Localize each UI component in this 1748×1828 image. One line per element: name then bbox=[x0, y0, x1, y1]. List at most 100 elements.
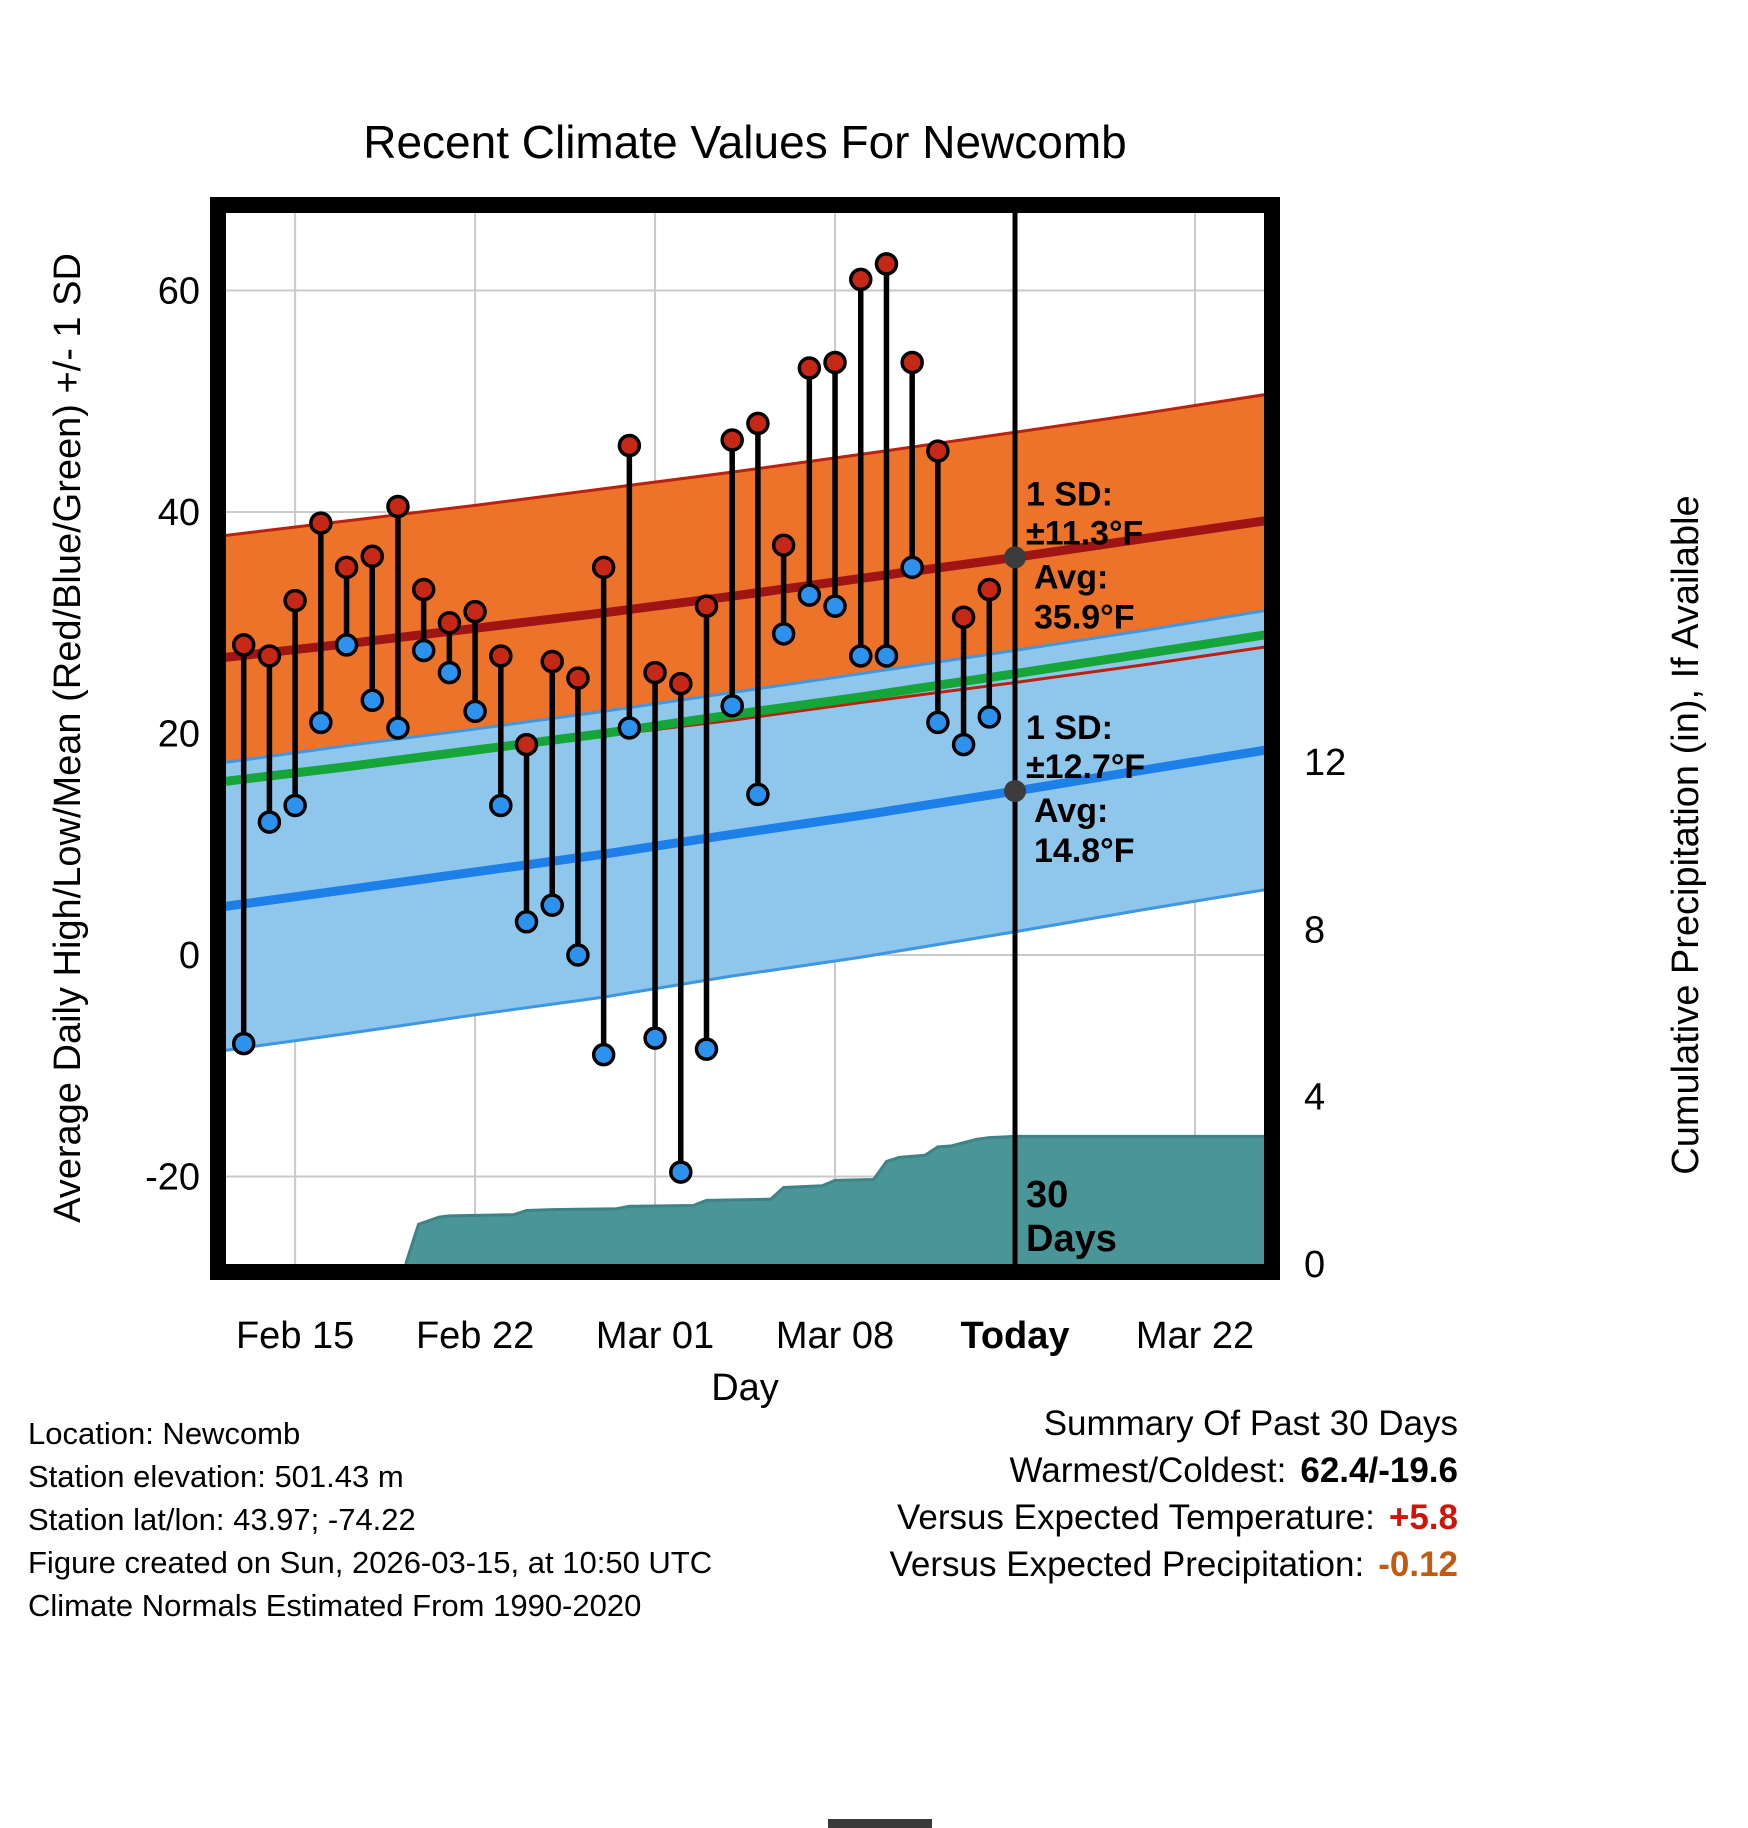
summary-row-value: -0.12 bbox=[1378, 1545, 1458, 1584]
footer-elevation: Station elevation: 501.43 m bbox=[28, 1459, 404, 1494]
daily-high-dot bbox=[900, 350, 924, 375]
daily-low-dot bbox=[797, 583, 822, 607]
summary-row-vs-temperature: Versus Expected Temperature: +5.8 bbox=[890, 1494, 1458, 1541]
low-sd-value: ±12.7°F bbox=[1026, 748, 1145, 786]
high-avg-marker bbox=[1004, 546, 1027, 569]
y-left-tick-label: 20 bbox=[158, 714, 200, 756]
daily-high-dot bbox=[283, 588, 307, 613]
daily-high-dot bbox=[591, 555, 616, 580]
summary-row-label: Versus Expected Precipitation: bbox=[889, 1545, 1365, 1584]
chart-title: Recent Climate Values For Newcomb bbox=[363, 116, 1127, 168]
daily-high-dot bbox=[463, 599, 487, 624]
daily-high-dot bbox=[231, 633, 256, 657]
summary-row-label: Warmest/Coldest: bbox=[1009, 1451, 1287, 1490]
daily-low-dot bbox=[540, 893, 564, 917]
low-avg-value: 14.8°F bbox=[1034, 832, 1135, 870]
footer-info: Location: Newcomb Station elevation: 501… bbox=[28, 1412, 712, 1627]
daily-low-dot bbox=[257, 810, 282, 834]
daily-high-dot bbox=[874, 252, 899, 276]
daily-low-dot bbox=[823, 594, 847, 618]
daily-high-dot bbox=[694, 594, 719, 618]
y-right-tick-label: 4 bbox=[1304, 1077, 1325, 1119]
summary-row-label: Versus Expected Temperature: bbox=[896, 1498, 1375, 1537]
summary-heading: Summary Of Past 30 Days bbox=[1043, 1404, 1458, 1443]
daily-high-dot bbox=[386, 494, 410, 519]
y-right-tick-label: 0 bbox=[1304, 1244, 1325, 1286]
summary-row-warmest-coldest: Warmest/Coldest: 62.4/-19.6 bbox=[890, 1447, 1458, 1494]
period-label-line2: Days bbox=[1026, 1218, 1117, 1260]
daily-high-dot bbox=[951, 605, 976, 629]
high-sd-label: 1 SD: bbox=[1026, 475, 1113, 513]
daily-low-dot bbox=[437, 660, 462, 685]
daily-high-dot bbox=[746, 411, 770, 436]
daily-high-dot bbox=[489, 644, 513, 668]
x-tick-label: Mar 08 bbox=[776, 1315, 894, 1357]
daily-high-dot bbox=[643, 660, 667, 685]
daily-high-dot bbox=[926, 439, 950, 463]
footer-location: Location: Newcomb bbox=[28, 1416, 301, 1451]
daily-low-dot bbox=[694, 1037, 719, 1061]
low-mean-line bbox=[217, 744, 1273, 912]
daily-high-dot bbox=[977, 577, 1002, 602]
daily-high-dot bbox=[771, 533, 796, 557]
daily-high-dot bbox=[334, 555, 359, 580]
daily-low-dot bbox=[463, 699, 487, 724]
daily-low-dot bbox=[566, 943, 590, 967]
x-axis-label: Day bbox=[711, 1367, 779, 1409]
plot-frame bbox=[210, 197, 1280, 1280]
daily-low-dot bbox=[514, 910, 539, 934]
x-tick-label: Mar 22 bbox=[1136, 1315, 1254, 1357]
bottom-artifact bbox=[828, 1819, 932, 1828]
period-label-line1: 30 bbox=[1026, 1174, 1068, 1216]
daily-high-dot bbox=[257, 644, 282, 668]
y-right-tick-label: 8 bbox=[1304, 909, 1325, 951]
footer-normals: Climate Normals Estimated From 1990-2020 bbox=[28, 1588, 642, 1623]
high-sd-value: ±11.3°F bbox=[1026, 514, 1143, 552]
high-climatology-band bbox=[218, 393, 1273, 781]
daily-low-dot bbox=[900, 555, 924, 580]
daily-low-dot bbox=[720, 694, 744, 718]
summary-panel: Summary Of Past 30 Days Warmest/Coldest:… bbox=[890, 1400, 1459, 1588]
low-avg-marker bbox=[1004, 780, 1027, 803]
low-avg-label: Avg: bbox=[1034, 792, 1108, 830]
daily-low-dot bbox=[977, 705, 1002, 729]
daily-low-dot bbox=[874, 644, 899, 668]
daily-low-dot bbox=[771, 622, 796, 646]
daily-low-dot bbox=[386, 716, 410, 740]
precip-area bbox=[405, 1136, 1273, 1264]
daily-high-dot bbox=[437, 611, 462, 635]
daily-low-dot bbox=[849, 644, 873, 668]
daily-high-dot bbox=[309, 511, 333, 535]
y-left-axis-label: Average Daily High/Low/Mean (Red/Blue/Gr… bbox=[47, 253, 89, 1223]
daily-low-dot bbox=[926, 710, 950, 735]
daily-low-dot bbox=[411, 638, 436, 663]
footer-latlon: Station lat/lon: 43.97; -74.22 bbox=[28, 1502, 416, 1537]
x-tick-label: Feb 22 bbox=[416, 1315, 534, 1357]
daily-low-dot bbox=[669, 1160, 693, 1184]
daily-low-dot bbox=[617, 716, 642, 740]
daily-low-dot bbox=[283, 793, 307, 818]
daily-high-dot bbox=[566, 666, 590, 690]
high-avg-label: Avg: bbox=[1034, 558, 1108, 596]
daily-low-dot bbox=[951, 732, 976, 757]
y-left-tick-label: 0 bbox=[179, 935, 200, 977]
daily-high-dot bbox=[849, 267, 873, 292]
daily-low-dot bbox=[746, 782, 770, 807]
daily-high-dot bbox=[720, 428, 744, 452]
daily-low-dot bbox=[360, 688, 385, 713]
x-tick-label: Mar 01 bbox=[596, 1315, 714, 1357]
summary-row-vs-precipitation: Versus Expected Precipitation: -0.12 bbox=[890, 1541, 1459, 1588]
daily-low-dot bbox=[334, 633, 359, 657]
daily-high-dot bbox=[360, 544, 385, 569]
daily-low-dot bbox=[591, 1042, 616, 1067]
daily-high-dot bbox=[617, 433, 642, 458]
summary-row-value: 62.4/-19.6 bbox=[1300, 1451, 1458, 1490]
x-tick-label: Feb 15 bbox=[236, 1315, 354, 1357]
daily-high-dot bbox=[514, 732, 539, 757]
low-band-bottom-edge bbox=[217, 887, 1273, 1053]
precip-top-edge bbox=[404, 1134, 1273, 1265]
daily-high-dot bbox=[669, 671, 693, 696]
daily-low-dot bbox=[643, 1026, 667, 1050]
